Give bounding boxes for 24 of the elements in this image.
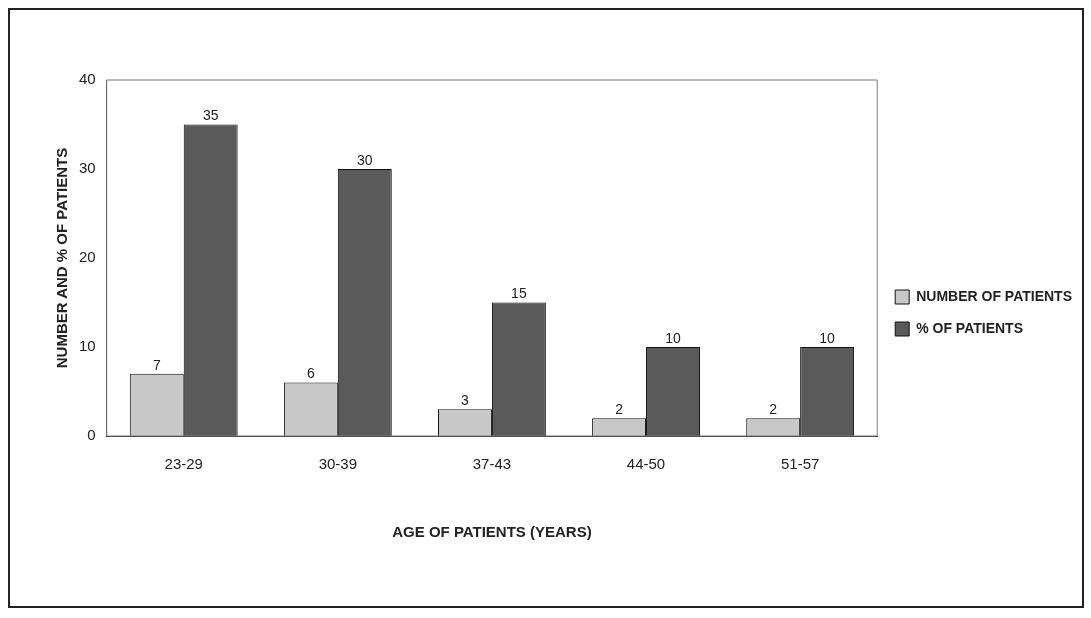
y-tick-label: 30 [79, 159, 96, 177]
y-tick-label: 40 [79, 70, 96, 88]
x-tick-label: 23-29 [164, 455, 203, 473]
y-axis-title: NUMBER AND % OF PATIENTS [53, 147, 71, 369]
data-label: 6 [306, 365, 315, 382]
data-label: 2 [615, 401, 624, 418]
data-label: 30 [357, 151, 373, 168]
x-tick-label: 51-57 [780, 455, 820, 473]
x-tick-label: 37-43 [472, 455, 512, 473]
x-tick-label: 44-50 [626, 455, 666, 473]
y-tick-label: 10 [79, 337, 96, 355]
data-label: 10 [819, 329, 836, 346]
data-label: 35 [202, 107, 219, 124]
data-label: 7 [152, 356, 161, 373]
data-label: 10 [665, 329, 681, 346]
y-tick-label: 0 [87, 426, 96, 444]
legend-label: NUMBER OF PATIENTS [916, 287, 1072, 304]
data-label: 3 [461, 392, 470, 409]
x-tick-label: 30-39 [318, 455, 358, 473]
data-label: 2 [769, 401, 778, 418]
data-label: 15 [511, 285, 527, 302]
legend-label: % OF PATIENTS [916, 319, 1024, 336]
y-tick-label: 20 [79, 248, 96, 266]
x-axis-title: AGE OF PATIENTS (YEARS) [392, 523, 592, 541]
